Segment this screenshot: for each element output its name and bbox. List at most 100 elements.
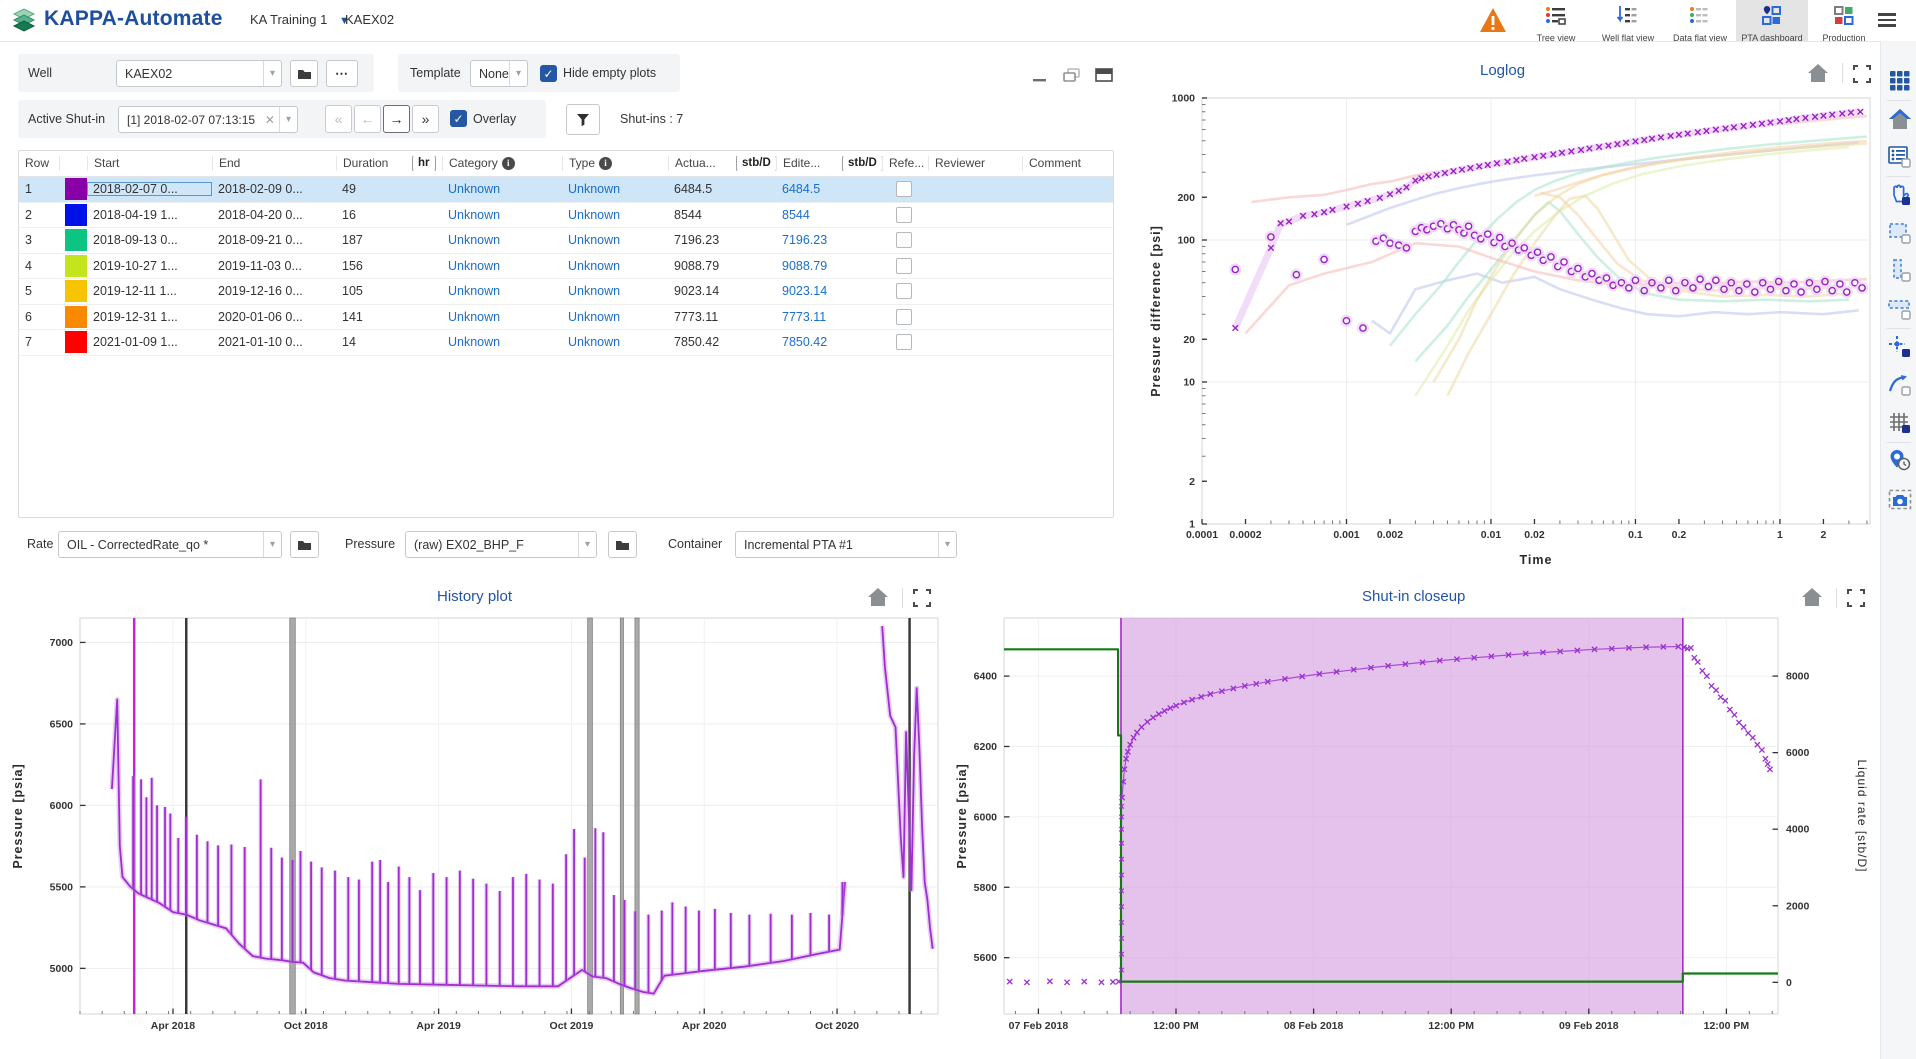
col-reviewer[interactable]: Reviewer xyxy=(928,156,1022,171)
reference-checkbox[interactable] xyxy=(896,257,912,274)
crosshair-icon[interactable] xyxy=(1888,335,1912,359)
hide-empty-plots-checkbox[interactable]: ✓ xyxy=(540,65,557,82)
category-cell[interactable]: Unknown xyxy=(448,258,501,273)
reference-checkbox[interactable] xyxy=(896,334,912,351)
filter-button[interactable] xyxy=(566,104,600,135)
curve-tool-icon[interactable] xyxy=(1888,373,1912,397)
duration-cell[interactable]: 156 xyxy=(342,258,363,273)
reference-checkbox[interactable] xyxy=(896,308,912,325)
active-shutin-combobox[interactable]: [1] 2018-02-07 07:13:15 ✕ ▾ xyxy=(118,106,298,133)
edited-rate-cell[interactable]: 7196.23 xyxy=(782,233,828,248)
minimize-icon[interactable] xyxy=(1032,66,1048,89)
edited-rate-cell[interactable]: 9023.14 xyxy=(782,284,828,299)
reference-checkbox[interactable] xyxy=(896,283,912,300)
loglog-plot[interactable]: 0.0001 0.0002 0.001 0.002 0.01 0.02 0.1 0.2 1 2 1 2… xyxy=(1146,90,1878,572)
loglog-home-icon[interactable] xyxy=(1806,62,1830,89)
history-fullscreen-icon[interactable] xyxy=(912,588,932,613)
actual-rate-cell[interactable]: 7850.42 xyxy=(674,335,720,350)
type-cell[interactable]: Unknown xyxy=(568,233,621,248)
reference-cell[interactable] xyxy=(882,334,928,351)
col-duration[interactable]: Duration xyxy=(336,156,406,171)
chevron-down-icon[interactable]: ▾ xyxy=(262,61,281,86)
view-button-pta-dashboard[interactable]: PTA dashboard xyxy=(1736,0,1808,43)
shutin-color-swatch[interactable] xyxy=(59,178,87,201)
type-cell[interactable]: Unknown xyxy=(568,182,621,197)
closeup-home-icon[interactable] xyxy=(1800,586,1824,613)
home-icon[interactable] xyxy=(1888,107,1912,131)
reference-cell[interactable] xyxy=(882,257,928,274)
reference-cell[interactable] xyxy=(882,181,928,198)
edited-rate-cell[interactable]: 8544 xyxy=(782,207,810,222)
shutin-color-swatch[interactable] xyxy=(59,203,87,226)
reference-cell[interactable] xyxy=(882,283,928,300)
shutin-row-4[interactable]: 4 2019-10-27 1... 2019-11-03 0... 156 Unknow… xyxy=(19,254,1113,279)
type-cell[interactable]: Unknown xyxy=(568,258,621,273)
start-cell[interactable]: 2019-10-27 1... xyxy=(93,258,178,273)
closeup-plot[interactable]: 07 Feb 2018 12:00 PM 08 Feb 2018 12:00 PM 09… xyxy=(950,612,1880,1058)
actual-rate-cell[interactable]: 6484.5 xyxy=(674,182,713,197)
end-cell[interactable]: 2018-04-20 0... xyxy=(218,207,303,222)
view-button-production[interactable]: Production xyxy=(1808,0,1880,43)
history-home-icon[interactable] xyxy=(866,586,890,613)
well-browse-button[interactable] xyxy=(290,60,318,87)
last-shutin-button[interactable]: » xyxy=(412,105,439,133)
shutin-row-7[interactable]: 7 2021-01-09 1... 2021-01-10 0... 14 Unknown… xyxy=(19,330,1113,356)
col-end[interactable]: End xyxy=(212,156,336,171)
start-cell[interactable]: 2019-12-11 1... xyxy=(93,284,177,299)
chevron-down-icon[interactable]: ▾ xyxy=(262,532,281,557)
well-combobox[interactable]: KAEX02 ▾ xyxy=(116,60,282,87)
view-button-tree-view[interactable]: Tree view xyxy=(1520,0,1592,43)
duration-cell[interactable]: 141 xyxy=(342,309,363,324)
shutin-color-swatch[interactable] xyxy=(59,331,87,354)
shutin-color-swatch[interactable] xyxy=(59,229,87,252)
restore-icon[interactable] xyxy=(1062,66,1082,89)
actual-rate-cell[interactable]: 7773.11 xyxy=(674,309,719,324)
type-cell[interactable]: Unknown xyxy=(568,335,621,350)
maximize-icon[interactable] xyxy=(1094,66,1114,89)
legend-icon[interactable] xyxy=(1888,145,1912,169)
shutin-color-swatch[interactable] xyxy=(59,254,87,277)
rect-select-icon[interactable] xyxy=(1888,221,1912,245)
end-cell[interactable]: 2019-11-03 0... xyxy=(218,258,302,273)
chevron-down-icon[interactable]: ▾ xyxy=(577,532,596,557)
col-row[interactable]: Row xyxy=(25,156,50,170)
category-cell[interactable]: Unknown xyxy=(448,284,501,299)
history-plot[interactable]: Apr 2018 Oct 2018 Apr 2019 Oct 2019 Apr 2020… xyxy=(6,612,948,1058)
pressure-combobox[interactable]: (raw) EX02_BHP_F ▾ xyxy=(405,531,597,558)
col-type[interactable]: Type i xyxy=(562,156,668,171)
col-start[interactable]: Start xyxy=(87,156,212,171)
view-button-well-flat-view[interactable]: Well flat view xyxy=(1592,0,1664,43)
start-cell[interactable]: 2021-01-09 1... xyxy=(93,335,178,350)
reference-checkbox[interactable] xyxy=(896,181,912,198)
well-more-button[interactable]: ⋯ xyxy=(326,60,358,87)
shutin-color-swatch[interactable] xyxy=(59,280,87,303)
chevron-down-icon[interactable]: ▾ xyxy=(937,532,956,557)
edited-rate-cell[interactable]: 7773.11 xyxy=(782,309,827,324)
category-cell[interactable]: Unknown xyxy=(448,309,501,324)
end-cell[interactable]: 2021-01-10 0... xyxy=(218,335,303,350)
type-cell[interactable]: Unknown xyxy=(568,284,621,299)
actual-rate-cell[interactable]: 9088.79 xyxy=(674,258,720,273)
type-cell[interactable]: Unknown xyxy=(568,309,621,324)
duration-cell[interactable]: 49 xyxy=(342,182,356,197)
reference-cell[interactable] xyxy=(882,206,928,223)
loglog-fullscreen-icon[interactable] xyxy=(1852,64,1872,89)
clear-icon[interactable]: ✕ xyxy=(264,112,275,127)
shutin-color-swatch[interactable] xyxy=(59,305,87,328)
duration-cell[interactable]: 187 xyxy=(342,233,363,248)
col-actual[interactable]: Actua... xyxy=(668,156,730,171)
project-selector[interactable]: KA Training 1 ▼ xyxy=(250,12,350,27)
menu-icon[interactable] xyxy=(1878,13,1898,30)
end-cell[interactable]: 2018-02-09 0... xyxy=(218,182,303,197)
template-combobox[interactable]: None ▾ xyxy=(470,60,528,87)
col-comment[interactable]: Comment xyxy=(1022,156,1113,171)
actual-rate-cell[interactable]: 7196.23 xyxy=(674,233,720,248)
container-combobox[interactable]: Incremental PTA #1 ▾ xyxy=(735,531,957,558)
col-category[interactable]: Category i xyxy=(442,156,562,171)
category-cell[interactable]: Unknown xyxy=(448,207,501,222)
view-button-data-flat-view[interactable]: Data flat view xyxy=(1664,0,1736,43)
chevron-down-icon[interactable]: ▾ xyxy=(508,61,527,86)
reference-checkbox[interactable] xyxy=(896,232,912,249)
col-reference[interactable]: Refe... xyxy=(882,156,928,171)
actual-rate-cell[interactable]: 9023.14 xyxy=(674,284,720,299)
